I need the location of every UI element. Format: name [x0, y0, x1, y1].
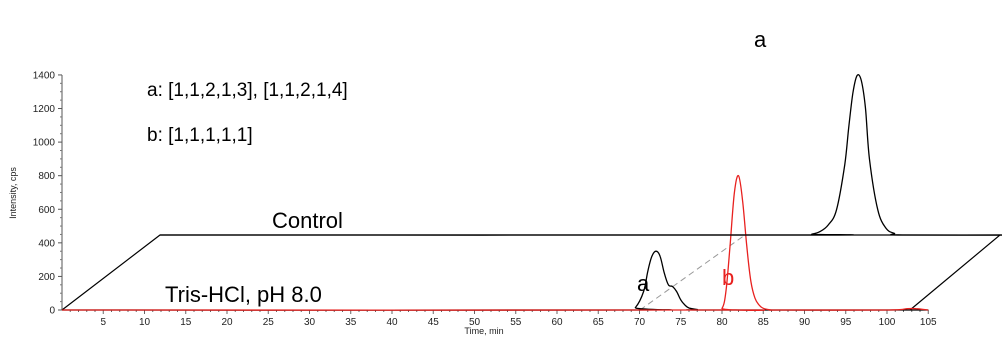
x-tick-label: 85	[758, 317, 770, 328]
y-tick-label: 600	[38, 205, 55, 216]
y-tick-label: 400	[38, 238, 55, 249]
x-tick-label: 30	[304, 317, 316, 328]
x-tick-label: 55	[510, 317, 522, 328]
x-tick-label: 105	[920, 317, 937, 328]
peak-label-a-tris: a	[637, 271, 650, 296]
x-tick-label: 15	[180, 317, 192, 328]
x-tick-label: 45	[428, 317, 440, 328]
tris-trace-label: Tris-HCl, pH 8.0	[165, 282, 322, 307]
y-tick-label: 1000	[33, 138, 56, 149]
x-axis-title: Time, min	[464, 326, 503, 336]
x-tick-label: 70	[634, 317, 646, 328]
x-tick-label: 60	[551, 317, 563, 328]
peak-label-a-control: a	[754, 27, 767, 52]
tris-series-line	[61, 174, 929, 311]
x-tick-label: 5	[100, 317, 106, 328]
x-tick-label: 95	[840, 317, 852, 328]
y-tick-label: 0	[49, 306, 55, 317]
x-ticks: 5 10 15 20 25 30 35 40 45 50 55 60 65 70 75 80 85 90 95 100…	[69, 310, 937, 328]
y-tick-label: 200	[38, 272, 55, 283]
x-tick-label: 10	[139, 317, 151, 328]
y-tick-label: 1400	[33, 70, 56, 81]
x-tick-label: 65	[593, 317, 605, 328]
x-tick-label: 35	[345, 317, 357, 328]
legend-line-b: b: [1,1,1,1,1]	[147, 125, 253, 146]
x-tick-label: 20	[221, 317, 233, 328]
dashed-perspective-line	[639, 234, 746, 311]
x-tick-label: 90	[799, 317, 811, 328]
y-tick-label: 800	[38, 171, 55, 182]
y-tick-label: 1200	[33, 104, 56, 115]
x-tick-label: 100	[879, 317, 896, 328]
x-tick-label: 40	[386, 317, 398, 328]
y-ticks: 0 200 400 600 800 1000 1200 1400	[33, 70, 62, 317]
x-tick-label: 80	[716, 317, 728, 328]
x-tick-label: 25	[263, 317, 275, 328]
y-axis-title: Intensity, cps	[8, 167, 18, 219]
x-tick-label: 75	[675, 317, 687, 328]
annotations: a: [1,1,2,1,3], [1,1,2,1,4] b: [1,1,1,1,…	[147, 27, 767, 307]
legend-line-a: a: [1,1,2,1,3], [1,1,2,1,4]	[147, 80, 348, 101]
x-tick-label: 50	[469, 317, 481, 328]
peak-label-b-tris: b	[722, 265, 734, 290]
axes: 0 200 400 600 800 1000 1200 1400 5 10 15 20 25 30 35 4…	[8, 70, 937, 336]
series-group	[61, 74, 1002, 311]
control-trace-label: Control	[272, 208, 343, 233]
control-series-line	[159, 74, 1002, 236]
